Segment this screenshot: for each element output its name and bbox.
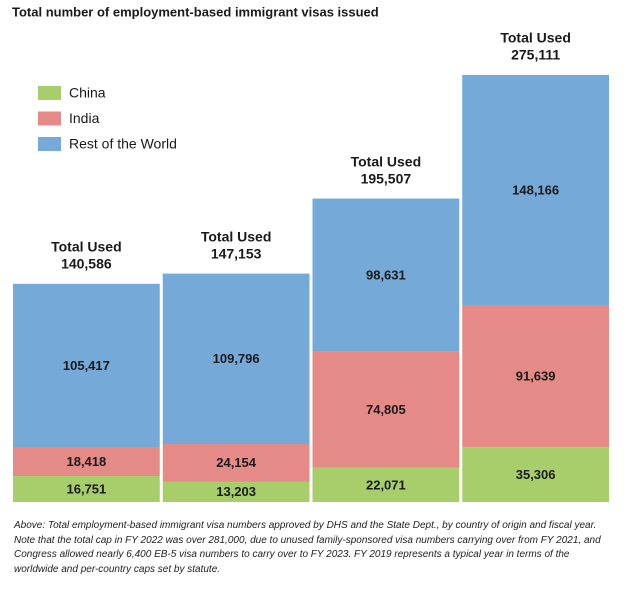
bar-segment bbox=[13, 447, 160, 477]
bar-segment bbox=[162, 444, 310, 482]
total-value: 147,153 bbox=[211, 245, 262, 261]
data-label: 13,203 bbox=[216, 484, 256, 499]
data-label: 24,154 bbox=[216, 455, 257, 470]
total-label: Total Used bbox=[351, 153, 422, 169]
chart: Total number of employment-based immigra… bbox=[12, 4, 609, 502]
chart-title: Total number of employment-based immigra… bbox=[12, 4, 379, 19]
bar-segment bbox=[462, 75, 609, 305]
data-label: 91,639 bbox=[516, 369, 556, 384]
data-label: 18,418 bbox=[66, 454, 106, 469]
data-label: 16,751 bbox=[66, 481, 106, 496]
legend-swatch bbox=[38, 137, 61, 151]
total-value: 275,111 bbox=[511, 47, 560, 63]
data-label: 148,166 bbox=[512, 182, 559, 197]
total-label: Total Used bbox=[500, 30, 571, 46]
bar-segment bbox=[13, 283, 160, 448]
data-label: 109,796 bbox=[213, 351, 260, 366]
bar-segment bbox=[13, 476, 160, 502]
legend-swatch bbox=[38, 111, 61, 126]
total-value: 195,507 bbox=[361, 170, 412, 186]
bar-segment bbox=[312, 198, 460, 352]
data-label: 35,306 bbox=[516, 467, 556, 482]
legend-label: India bbox=[69, 110, 100, 126]
total-label: Total Used bbox=[201, 228, 272, 244]
bar-segment bbox=[312, 351, 460, 468]
total-label: Total Used bbox=[51, 238, 122, 254]
data-label: 22,071 bbox=[366, 477, 406, 492]
footnote: Above: Total employment-based immigrant … bbox=[14, 520, 601, 575]
legend-label: China bbox=[69, 85, 106, 101]
bar-segment bbox=[462, 304, 609, 448]
data-label: 74,805 bbox=[366, 402, 406, 417]
data-label: 98,631 bbox=[366, 268, 406, 283]
bar-segment bbox=[462, 447, 609, 502]
data-label: 105,417 bbox=[63, 358, 110, 373]
bar-segment bbox=[162, 273, 310, 445]
bar-segment bbox=[162, 481, 310, 502]
legend-swatch bbox=[38, 86, 61, 100]
total-value: 140,586 bbox=[61, 255, 112, 271]
legend-label: Rest of the World bbox=[69, 136, 177, 152]
bar-segment bbox=[312, 467, 460, 502]
